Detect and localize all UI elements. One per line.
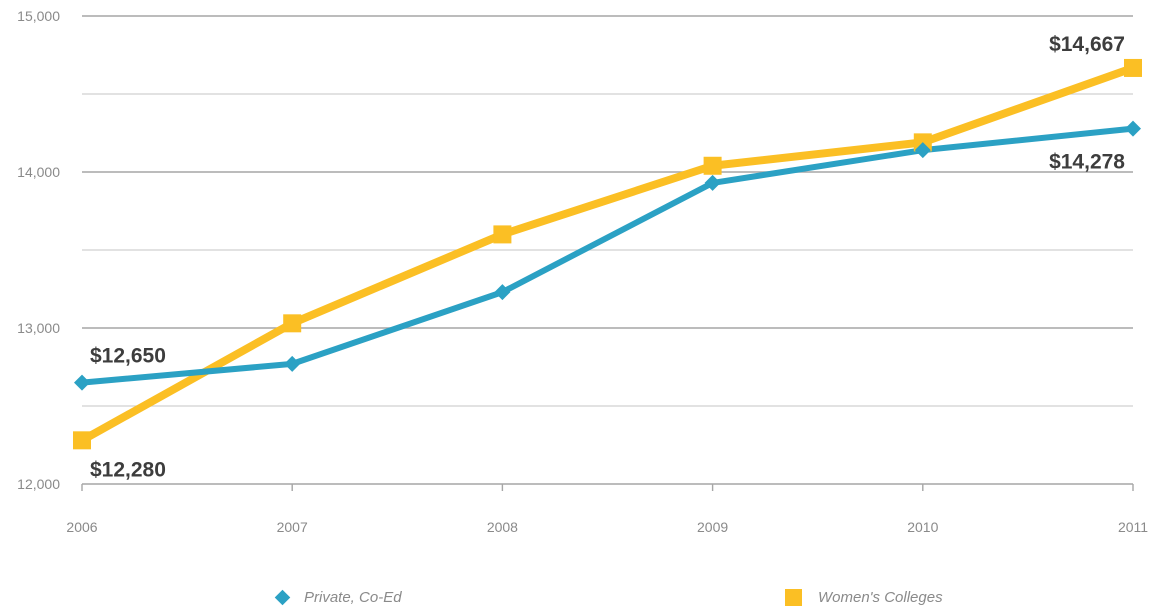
x-tick-label: 2007 [277,519,308,535]
marker-square [493,225,512,244]
series-markers [73,58,1142,450]
data-labels: $12,650 $12,280 $14,667 $14,278 [90,33,1125,481]
y-tick-label: 12,000 [17,476,60,492]
x-axis-tick-labels: 2006 2007 2008 2009 2010 2011 [66,484,1148,535]
marker-diamond [1125,120,1141,137]
marker-square [703,156,722,175]
marker-diamond [494,284,511,301]
x-tick-label: 2009 [697,519,728,535]
data-label: $12,280 [90,458,166,481]
series-line-private-coed [79,125,1136,386]
marker-square [1124,58,1142,77]
marker-square [73,431,91,450]
x-tick-label: 2008 [487,519,518,535]
grid-lines [82,15,1133,485]
diamond-icon [274,589,291,605]
x-tick-label: 2006 [66,519,97,535]
y-tick-label: 15,000 [17,8,60,24]
x-tick-label: 2010 [907,519,938,535]
legend-label-womens-colleges: Women's Colleges [818,588,943,606]
marker-square [283,314,302,333]
y-tick-label: 13,000 [17,320,60,336]
marker-diamond [284,355,301,372]
legend-item-womens-colleges: Women's Colleges [785,585,943,609]
legend-item-private-coed: Private, Co-Ed [274,585,402,609]
legend-label-private-coed: Private, Co-Ed [304,588,402,606]
x-tick-label: 2011 [1118,519,1148,535]
y-axis-tick-labels: 12,000 13,000 14,000 15,000 [17,8,60,492]
series-lines [78,63,1137,445]
marker-diamond [914,142,931,159]
marker-diamond [704,174,721,191]
data-label: $14,667 [1049,33,1125,56]
square-icon [785,588,802,606]
marker-diamond [74,374,90,391]
data-label: $14,278 [1049,151,1125,174]
data-label: $12,650 [90,345,166,368]
y-tick-label: 14,000 [17,164,60,180]
series-line-womens-colleges [78,63,1137,445]
